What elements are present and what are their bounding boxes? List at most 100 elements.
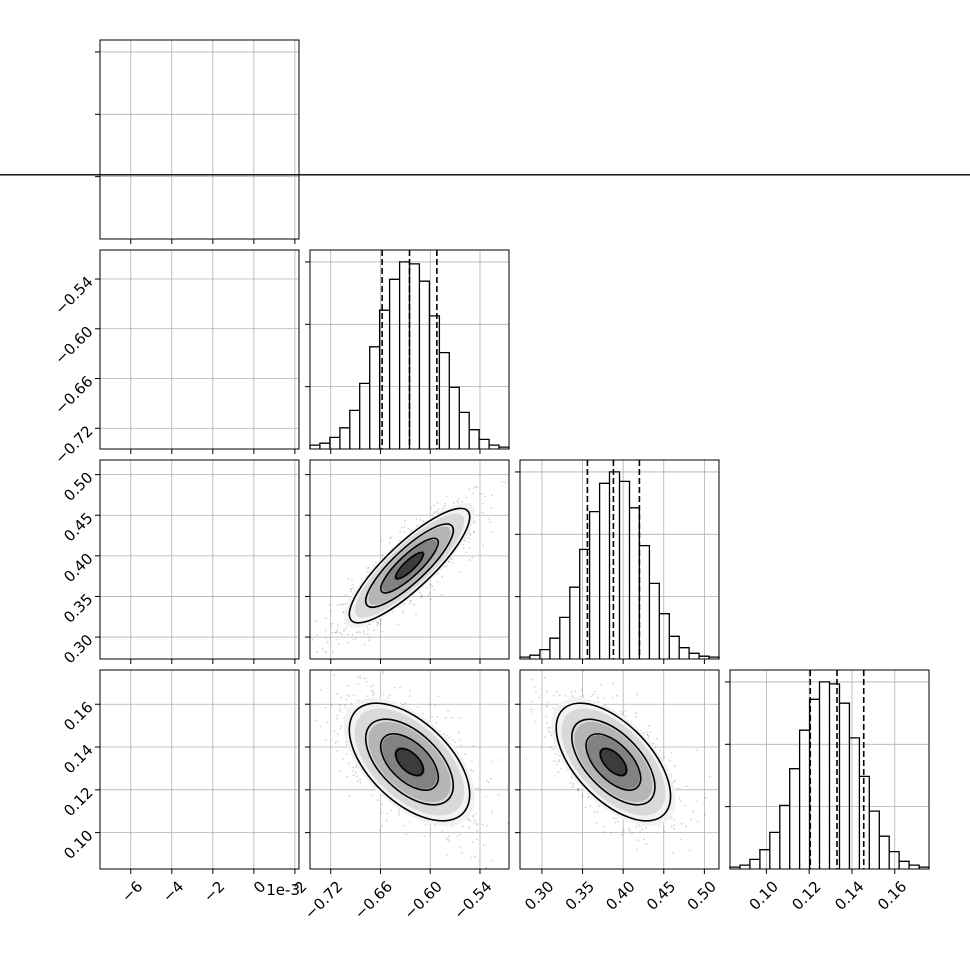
scatter-point: [379, 623, 382, 625]
scatter-point: [340, 696, 343, 699]
scatter-point: [598, 804, 600, 807]
scatter-point: [451, 739, 454, 741]
scatter-point: [621, 712, 623, 715]
scatter-point: [615, 694, 618, 697]
scatter-point: [549, 746, 552, 749]
scatter-point: [473, 531, 476, 533]
scatter-point: [545, 715, 548, 718]
scatter-point: [490, 760, 493, 763]
scatter-point: [646, 733, 649, 736]
scatter-point: [619, 710, 622, 713]
scatter-point: [589, 695, 592, 698]
scatter-point: [596, 696, 599, 699]
scatter-point: [359, 677, 362, 679]
panel-frame: [99, 39, 300, 240]
scatter-point: [457, 835, 459, 838]
scatter-point: [530, 700, 533, 703]
scatter-point: [663, 756, 665, 759]
scatter-point: [596, 811, 598, 814]
scatter-point: [373, 692, 375, 695]
scatter-point: [319, 689, 322, 691]
scatter-point: [670, 825, 673, 828]
scatter-point: [546, 722, 548, 724]
scatter-point: [447, 709, 449, 712]
scatter-point: [402, 609, 405, 612]
scatter-point: [345, 698, 348, 701]
scatter-point: [534, 720, 537, 723]
scatter-point: [368, 639, 370, 641]
scatter-point: [392, 611, 395, 613]
scatter-point: [627, 827, 630, 830]
y-tick-label: 0.16: [60, 698, 96, 734]
scatter-point: [351, 633, 354, 636]
scatter-point: [397, 623, 399, 626]
scatter-point: [352, 766, 355, 769]
scatter-point: [347, 684, 349, 687]
scatter-point: [352, 587, 354, 589]
scatter-point: [447, 839, 450, 841]
x-tick-label: 0.40: [602, 877, 638, 913]
scatter-point: [381, 553, 384, 556]
scatter-point: [530, 708, 533, 710]
scatter-point: [445, 734, 448, 737]
scatter-point: [617, 820, 619, 823]
scatter-point: [452, 561, 455, 564]
scatter-point: [622, 829, 625, 832]
scatter-point: [552, 694, 555, 697]
contour-line: [571, 718, 656, 806]
scatter-point: [416, 706, 419, 709]
scatter-point: [648, 735, 650, 738]
y-tick-label: 0.12: [60, 784, 96, 820]
scatter-point: [484, 495, 487, 498]
scatter-point: [468, 559, 471, 561]
scatter-point: [445, 837, 448, 839]
scatter-point: [657, 825, 660, 828]
scatter-point: [330, 626, 332, 628]
scatter-point: [471, 841, 474, 843]
scatter-point: [481, 823, 484, 826]
scatter-point: [570, 691, 573, 693]
scatter-point: [370, 690, 373, 692]
scatter-point: [372, 564, 375, 567]
scatter-point: [431, 585, 434, 588]
scatter-point: [380, 540, 383, 542]
scatter-point: [430, 507, 433, 510]
scatter-point: [376, 622, 379, 625]
scatter-point: [354, 637, 357, 640]
panel-frame: [309, 459, 510, 660]
scatter-point: [461, 851, 463, 854]
scatter-point: [357, 780, 359, 782]
scatter-point: [351, 578, 353, 581]
scatter-point: [372, 684, 374, 687]
histogram-step: [729, 681, 930, 869]
scatter-point: [436, 502, 439, 504]
scatter-point: [457, 498, 460, 500]
scatter-point: [429, 598, 432, 601]
scatter-point: [475, 838, 478, 841]
scatter-point: [468, 547, 471, 549]
scatter-point: [470, 769, 473, 772]
scatter-point: [472, 745, 475, 748]
scatter-point: [397, 813, 400, 816]
scatter-point: [448, 561, 451, 563]
scatter-point: [339, 631, 341, 634]
scatter-point: [372, 690, 375, 693]
scatter-point: [326, 721, 329, 723]
scatter-point: [625, 715, 627, 718]
scatter-point: [433, 504, 435, 507]
scatter-point: [443, 733, 445, 735]
scatter-point: [329, 623, 331, 625]
scatter-point: [343, 630, 345, 633]
scatter-point: [436, 581, 439, 584]
scatter-point: [482, 844, 485, 847]
scatter-point: [472, 814, 475, 817]
scatter-point: [351, 770, 354, 772]
scatter-point: [644, 842, 647, 845]
scatter-point: [533, 685, 536, 688]
scatter-point: [405, 833, 407, 835]
scatter-point: [382, 693, 385, 696]
scatter-point: [484, 796, 487, 798]
scatter-point: [431, 716, 434, 718]
scatter-point: [348, 794, 351, 797]
scatter-point: [663, 830, 666, 833]
